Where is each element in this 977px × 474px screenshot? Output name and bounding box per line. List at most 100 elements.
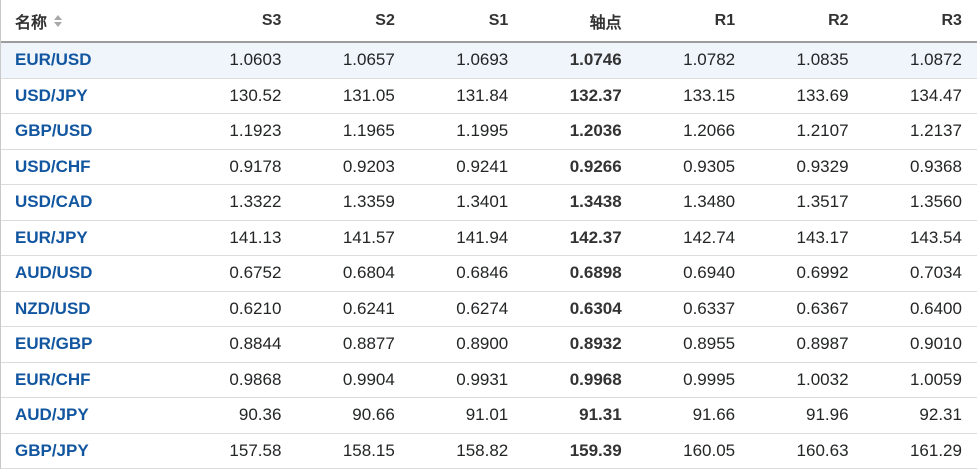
cell-r1: 1.0782 <box>683 50 736 70</box>
pair-link[interactable]: EUR/USD <box>15 50 92 70</box>
cell-r2: 1.0835 <box>796 50 849 70</box>
pair-link[interactable]: GBP/JPY <box>15 440 89 460</box>
sort-arrows-icon[interactable] <box>54 14 63 27</box>
pair-name-cell: EUR/JPY <box>1 228 183 248</box>
cell-pivot: 0.8932 <box>569 334 622 354</box>
cell-s1: 158.82 <box>456 440 509 460</box>
cell-pivot: 1.3438 <box>569 192 622 212</box>
pair-link[interactable]: USD/JPY <box>15 85 88 105</box>
cell-r2: 160.63 <box>796 440 849 460</box>
table-row: USD/CAD 1.3322 1.3359 1.3401 1.3438 1.3480 1.3… <box>1 185 977 221</box>
cell-s2: 1.1965 <box>342 121 395 141</box>
cell-s3: 141.13 <box>229 227 282 247</box>
cell-r1: 0.6940 <box>683 263 736 283</box>
pair-name-cell: EUR/USD <box>1 50 183 70</box>
cell-r2: 0.8987 <box>796 334 849 354</box>
pair-name-cell: AUD/JPY <box>1 405 183 425</box>
cell-s1: 0.6846 <box>456 263 509 283</box>
cell-pivot: 0.9968 <box>569 369 622 389</box>
pair-link[interactable]: EUR/CHF <box>15 369 91 389</box>
cell-s3: 0.8844 <box>229 334 282 354</box>
cell-r2: 0.6367 <box>796 298 849 318</box>
table-header-row: 名称 S3 S2 S1 轴点 R1 R2 R3 <box>1 0 977 43</box>
cell-s3: 1.0603 <box>229 50 282 70</box>
column-header-r1: R1 <box>714 11 736 29</box>
pair-link[interactable]: EUR/JPY <box>15 227 88 247</box>
table-row: GBP/USD 1.1923 1.1965 1.1995 1.2036 1.2066 1.2… <box>1 114 977 150</box>
cell-r2: 133.69 <box>796 85 849 105</box>
pair-name-cell: USD/CAD <box>1 192 183 212</box>
table-row: USD/JPY 130.52 131.05 131.84 132.37 133.15 133… <box>1 78 977 114</box>
cell-s1: 1.0693 <box>456 50 509 70</box>
cell-s2: 0.9203 <box>342 156 395 176</box>
cell-s3: 0.6752 <box>229 263 282 283</box>
cell-r2: 0.9329 <box>796 156 849 176</box>
cell-r1: 0.6337 <box>683 298 736 318</box>
cell-r3: 1.2137 <box>909 121 962 141</box>
cell-s2: 0.6804 <box>342 263 395 283</box>
cell-s3: 1.3322 <box>229 192 282 212</box>
table-row: AUD/USD 0.6752 0.6804 0.6846 0.6898 0.6940 0.6… <box>1 256 977 292</box>
cell-s3: 157.58 <box>229 440 282 460</box>
cell-r1: 142.74 <box>683 227 736 247</box>
cell-s3: 0.9178 <box>229 156 282 176</box>
table-row: EUR/GBP 0.8844 0.8877 0.8900 0.8932 0.8955 0.8… <box>1 327 977 363</box>
table-body: EUR/USD 1.0603 1.0657 1.0693 1.0746 1.0782 1.0… <box>1 43 977 469</box>
column-header-s1: S1 <box>488 11 509 29</box>
cell-pivot: 1.2036 <box>569 121 622 141</box>
pair-name-cell: USD/JPY <box>1 86 183 106</box>
pair-link[interactable]: NZD/USD <box>15 298 91 318</box>
column-header-s2: S2 <box>375 11 395 29</box>
cell-s2: 158.15 <box>342 440 395 460</box>
cell-pivot: 159.39 <box>569 440 622 460</box>
pair-link[interactable]: EUR/GBP <box>15 334 93 354</box>
column-header-r3: R3 <box>941 11 962 29</box>
pair-link[interactable]: GBP/USD <box>15 121 93 141</box>
cell-r3: 1.3560 <box>909 192 962 212</box>
cell-r3: 134.47 <box>909 85 962 105</box>
cell-r1: 1.2066 <box>683 121 736 141</box>
cell-s3: 0.9868 <box>229 369 282 389</box>
cell-s2: 141.57 <box>342 227 395 247</box>
cell-pivot: 91.31 <box>579 405 622 425</box>
cell-s2: 0.6241 <box>342 298 395 318</box>
cell-r3: 1.0059 <box>909 369 962 389</box>
cell-r3: 0.9368 <box>909 156 962 176</box>
cell-r2: 0.6992 <box>796 263 849 283</box>
cell-r3: 1.0872 <box>909 50 962 70</box>
cell-r2: 143.17 <box>796 227 849 247</box>
cell-s2: 90.66 <box>352 405 395 425</box>
cell-r3: 161.29 <box>909 440 962 460</box>
table-row: AUD/JPY 90.36 90.66 91.01 91.31 91.66 91.96 92.… <box>1 398 977 434</box>
cell-s3: 0.6210 <box>229 298 282 318</box>
cell-pivot: 1.0746 <box>569 50 622 70</box>
cell-pivot: 0.6304 <box>569 298 622 318</box>
cell-s2: 0.9904 <box>342 369 395 389</box>
pair-name-cell: USD/CHF <box>1 157 183 177</box>
cell-s1: 1.1995 <box>456 121 509 141</box>
cell-s2: 1.3359 <box>342 192 395 212</box>
cell-r2: 1.2107 <box>796 121 849 141</box>
cell-r3: 0.6400 <box>909 298 962 318</box>
cell-s3: 130.52 <box>229 85 282 105</box>
cell-r3: 0.9010 <box>909 334 962 354</box>
cell-r1: 0.8955 <box>683 334 736 354</box>
column-header-name[interactable]: 名称 <box>1 9 183 33</box>
cell-r1: 91.66 <box>692 405 736 425</box>
cell-s3: 90.36 <box>238 405 282 425</box>
cell-s1: 1.3401 <box>456 192 509 212</box>
cell-r1: 0.9305 <box>683 156 736 176</box>
cell-s1: 0.9931 <box>456 369 509 389</box>
cell-pivot: 132.37 <box>569 85 622 105</box>
pair-name-cell: GBP/JPY <box>1 441 183 461</box>
cell-r3: 0.7034 <box>909 263 962 283</box>
pair-link[interactable]: USD/CAD <box>15 192 93 212</box>
cell-s2: 131.05 <box>342 85 395 105</box>
cell-r1: 133.15 <box>683 85 736 105</box>
pair-link[interactable]: AUD/JPY <box>15 405 89 425</box>
cell-r1: 1.3480 <box>683 192 736 212</box>
table-row: EUR/CHF 0.9868 0.9904 0.9931 0.9968 0.9995 1.0… <box>1 362 977 398</box>
pair-link[interactable]: AUD/USD <box>15 263 93 283</box>
pair-link[interactable]: USD/CHF <box>15 156 91 176</box>
cell-r1: 160.05 <box>683 440 736 460</box>
